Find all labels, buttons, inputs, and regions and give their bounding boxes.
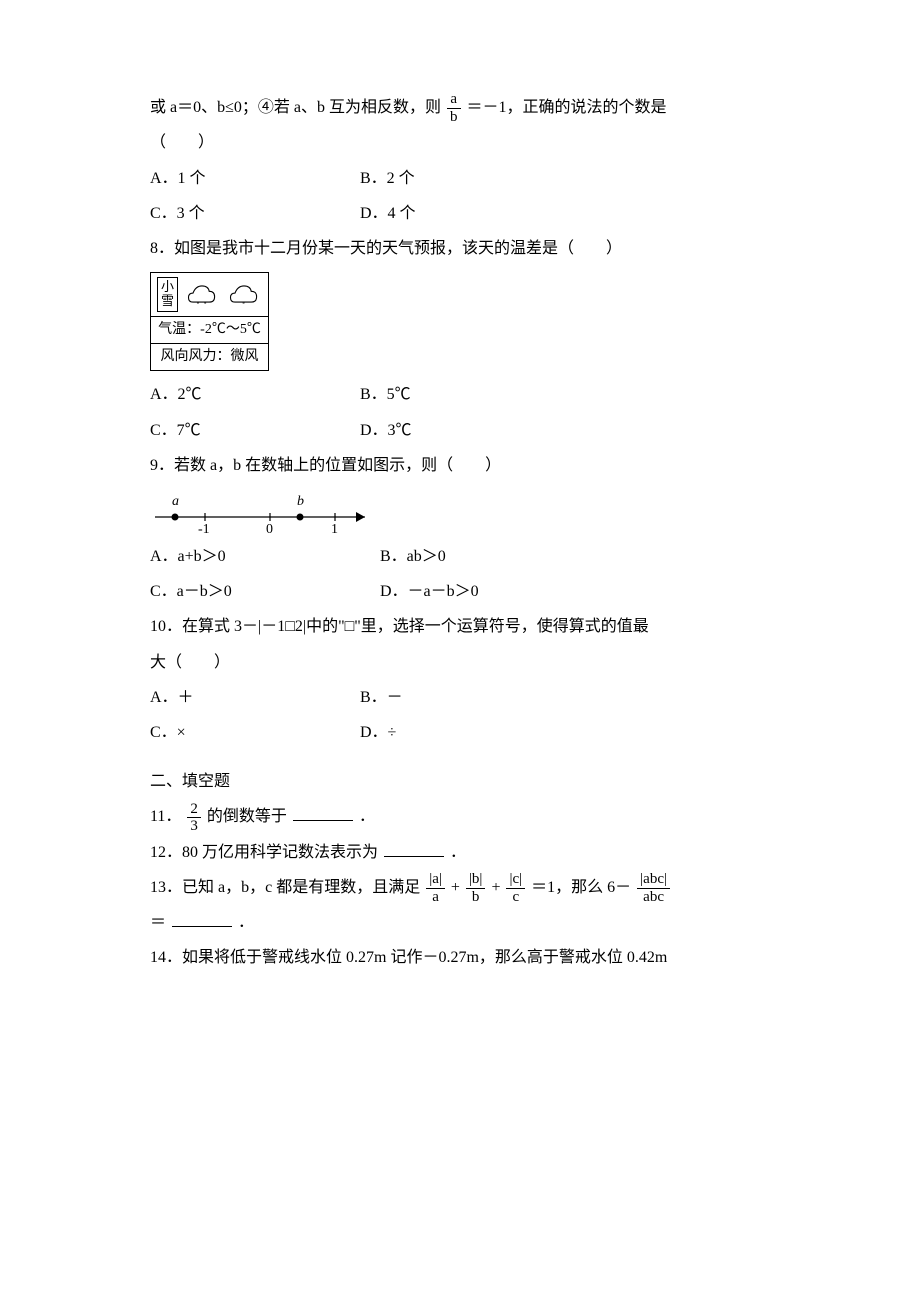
- q10-choices-row1: A．＋ B．－: [150, 680, 770, 715]
- q7-stem-line1: 或 a＝0、b≤0；④若 a、b 互为相反数，则 a b ＝－1，正确的说法的个…: [150, 90, 770, 125]
- q7-choice-d: D．4 个: [360, 196, 570, 231]
- q10-choice-b: B．－: [360, 680, 570, 715]
- q11-frac-num: 2: [187, 801, 201, 819]
- q14-line: 14．如果将低于警戒线水位 0.27m 记作－0.27m，那么高于警戒水位 0.…: [150, 940, 770, 975]
- section-2-title: 二、填空题: [150, 764, 770, 799]
- number-line-diagram: a b -1 0 1: [150, 487, 380, 537]
- q8-choice-c: C．7℃: [150, 413, 360, 448]
- q10-choices-row2: C．× D．÷: [150, 715, 770, 750]
- weather-forecast-box: 小 雪 * * * 气温：-2℃～5℃ 风向风力：微风: [150, 272, 269, 371]
- q13-line2: ＝ ．: [150, 905, 770, 940]
- q13-plus2: +: [491, 879, 500, 896]
- q7-choice-b: B．2 个: [360, 161, 570, 196]
- q7-choices-row2: C．3 个 D．4 个: [150, 196, 770, 231]
- q8-choice-d: D．3℃: [360, 413, 570, 448]
- weather-label-char1: 小: [161, 280, 174, 294]
- q11-post: 的倒数等于: [207, 808, 287, 825]
- q13-frac2: |b| b: [466, 871, 486, 905]
- q13-line1: 13．已知 a，b，c 都是有理数，且满足 |a| a + |b| b + |c…: [150, 870, 770, 905]
- q8-choices-row2: C．7℃ D．3℃: [150, 413, 770, 448]
- q9-choice-b: B．ab＞0: [380, 539, 590, 574]
- q7-frag1: 或 a＝0、b≤0；④若 a、b 互为相反数，则: [150, 99, 441, 116]
- q13-frac1: |a| a: [426, 871, 445, 905]
- axis-tick-1: 1: [331, 522, 338, 537]
- q11-frac-den: 3: [187, 818, 201, 835]
- q10-choice-a: A．＋: [150, 680, 360, 715]
- q9-choices-row1: A．a+b＞0 B．ab＞0: [150, 539, 770, 574]
- svg-text:*: *: [204, 302, 207, 308]
- weather-condition-label: 小 雪: [157, 277, 178, 312]
- q11-pre: 11．: [150, 808, 181, 825]
- weather-temp-row: 气温：-2℃～5℃: [151, 317, 268, 344]
- q13-eq: ＝1，那么 6－: [531, 879, 631, 896]
- q9-choices-row2: C．a－b＞0 D．－a－b＞0: [150, 574, 770, 609]
- weather-wind-row: 风向风力：微风: [151, 344, 268, 370]
- svg-text:*: *: [242, 302, 245, 308]
- q12-blank: [384, 841, 444, 856]
- q7-choice-c: C．3 个: [150, 196, 360, 231]
- q8-stem: 8．如图是我市十二月份某一天的天气预报，该天的温差是（ ）: [150, 231, 770, 266]
- q13-frac3: |c| c: [506, 871, 525, 905]
- q7-choice-a: A．1 个: [150, 161, 360, 196]
- q13-plus1: +: [451, 879, 460, 896]
- axis-tick-neg1: -1: [198, 522, 210, 537]
- q7-frag2: ＝－1，正确的说法的个数是: [467, 99, 667, 116]
- q11-fraction: 2 3: [187, 801, 201, 835]
- q10-stem-line1: 10．在算式 3－|－1□2|中的"□"里，选择一个运算符号，使得算式的值最: [150, 609, 770, 644]
- q7-paren: （ ）: [150, 125, 770, 160]
- svg-text:*: *: [197, 302, 200, 308]
- q7-frac-num: a: [447, 91, 461, 109]
- q12-line: 12．80 万亿用科学记数法表示为 ．: [150, 835, 770, 870]
- q9-choice-a: A．a+b＞0: [150, 539, 380, 574]
- q11-blank: [293, 806, 353, 821]
- q13-frac4: |abc| abc: [637, 871, 670, 905]
- q13-line2-pre: ＝: [150, 914, 166, 931]
- weather-top-row: 小 雪 * * *: [151, 273, 268, 317]
- q9-stem: 9．若数 a，b 在数轴上的位置如图示，则（ ）: [150, 448, 770, 483]
- q10-choice-d: D．÷: [360, 715, 570, 750]
- q11-line: 11． 2 3 的倒数等于 ．: [150, 799, 770, 834]
- q12-period: ．: [450, 844, 466, 861]
- axis-label-a: a: [172, 494, 179, 509]
- q10-choice-c: C．×: [150, 715, 360, 750]
- q13-blank: [172, 912, 232, 927]
- cloud-snow-icon-2: *: [226, 280, 262, 308]
- axis-label-b: b: [297, 494, 304, 509]
- q13-pre: 13．已知 a，b，c 都是有理数，且满足: [150, 879, 420, 896]
- q11-period: ．: [359, 808, 375, 825]
- q10-stem-line2: 大（ ）: [150, 645, 770, 680]
- q8-choice-b: B．5℃: [360, 377, 570, 412]
- weather-label-char2: 雪: [161, 294, 174, 308]
- q7-frac-den: b: [447, 109, 461, 126]
- q8-choice-a: A．2℃: [150, 377, 360, 412]
- q9-choice-d: D．－a－b＞0: [380, 574, 590, 609]
- q8-choices-row1: A．2℃ B．5℃: [150, 377, 770, 412]
- axis-tick-0: 0: [266, 522, 273, 537]
- q7-fraction: a b: [447, 91, 461, 125]
- q12-pre: 12．80 万亿用科学记数法表示为: [150, 844, 378, 861]
- cloud-snow-icon-1: * *: [184, 280, 220, 308]
- q7-choices-row1: A．1 个 B．2 个: [150, 161, 770, 196]
- q13-period: ．: [238, 914, 254, 931]
- q9-choice-c: C．a－b＞0: [150, 574, 380, 609]
- document-page: 或 a＝0、b≤0；④若 a、b 互为相反数，则 a b ＝－1，正确的说法的个…: [0, 0, 920, 1036]
